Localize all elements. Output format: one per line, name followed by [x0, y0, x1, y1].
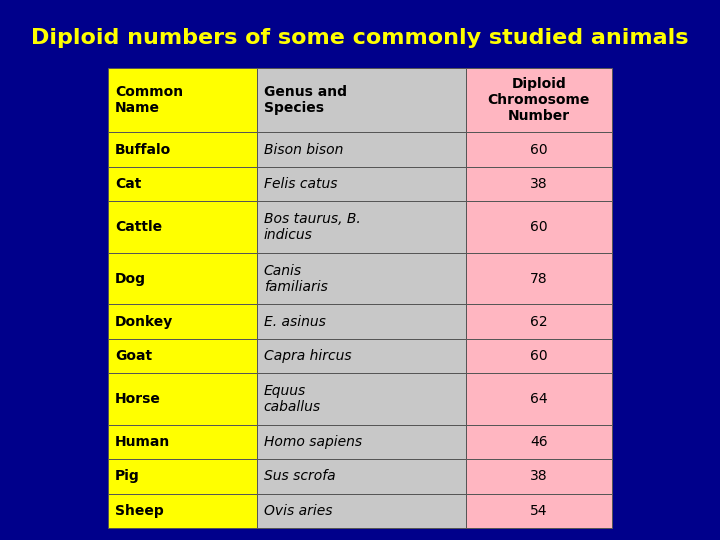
FancyBboxPatch shape [108, 68, 256, 132]
Text: 78: 78 [530, 272, 548, 286]
FancyBboxPatch shape [108, 167, 256, 201]
FancyBboxPatch shape [108, 459, 256, 494]
FancyBboxPatch shape [466, 68, 612, 132]
FancyBboxPatch shape [466, 132, 612, 167]
FancyBboxPatch shape [256, 68, 466, 132]
FancyBboxPatch shape [256, 305, 466, 339]
Text: 46: 46 [530, 435, 548, 449]
FancyBboxPatch shape [466, 339, 612, 373]
Text: Pig: Pig [115, 469, 140, 483]
Text: Donkey: Donkey [115, 315, 174, 329]
FancyBboxPatch shape [256, 201, 466, 253]
FancyBboxPatch shape [108, 132, 256, 167]
Text: Sus scrofa: Sus scrofa [264, 469, 336, 483]
FancyBboxPatch shape [466, 167, 612, 201]
Text: Bos taurus, B.
indicus: Bos taurus, B. indicus [264, 212, 361, 242]
FancyBboxPatch shape [466, 201, 612, 253]
FancyBboxPatch shape [256, 167, 466, 201]
Text: Bison bison: Bison bison [264, 143, 343, 157]
FancyBboxPatch shape [466, 459, 612, 494]
Text: Genus and
Species: Genus and Species [264, 85, 346, 116]
FancyBboxPatch shape [256, 253, 466, 305]
Text: Horse: Horse [115, 392, 161, 406]
Text: 38: 38 [530, 177, 548, 191]
Text: Dog: Dog [115, 272, 146, 286]
FancyBboxPatch shape [256, 373, 466, 425]
FancyBboxPatch shape [108, 339, 256, 373]
Text: Cat: Cat [115, 177, 141, 191]
FancyBboxPatch shape [108, 494, 256, 528]
Text: Capra hircus: Capra hircus [264, 349, 351, 363]
Text: 60: 60 [530, 349, 548, 363]
Text: Goat: Goat [115, 349, 152, 363]
Text: Sheep: Sheep [115, 504, 163, 518]
Text: Diploid numbers of some commonly studied animals: Diploid numbers of some commonly studied… [31, 28, 689, 48]
FancyBboxPatch shape [108, 253, 256, 305]
FancyBboxPatch shape [256, 132, 466, 167]
Text: E. asinus: E. asinus [264, 315, 325, 329]
FancyBboxPatch shape [466, 253, 612, 305]
Text: 54: 54 [530, 504, 548, 518]
FancyBboxPatch shape [466, 305, 612, 339]
Text: Equus
caballus: Equus caballus [264, 384, 321, 414]
FancyBboxPatch shape [256, 339, 466, 373]
FancyBboxPatch shape [466, 425, 612, 459]
FancyBboxPatch shape [108, 305, 256, 339]
Text: Buffalo: Buffalo [115, 143, 171, 157]
Text: Homo sapiens: Homo sapiens [264, 435, 362, 449]
Text: Cattle: Cattle [115, 220, 162, 234]
FancyBboxPatch shape [108, 425, 256, 459]
FancyBboxPatch shape [256, 459, 466, 494]
FancyBboxPatch shape [466, 373, 612, 425]
Text: Ovis aries: Ovis aries [264, 504, 332, 518]
Text: Human: Human [115, 435, 170, 449]
FancyBboxPatch shape [108, 373, 256, 425]
Text: 38: 38 [530, 469, 548, 483]
Text: Canis
familiaris: Canis familiaris [264, 264, 328, 294]
Text: 62: 62 [530, 315, 548, 329]
FancyBboxPatch shape [256, 494, 466, 528]
FancyBboxPatch shape [108, 201, 256, 253]
FancyBboxPatch shape [256, 425, 466, 459]
Text: 64: 64 [530, 392, 548, 406]
Text: 60: 60 [530, 143, 548, 157]
Text: Diploid
Chromosome
Number: Diploid Chromosome Number [487, 77, 590, 124]
Text: Felis catus: Felis catus [264, 177, 337, 191]
Text: 60: 60 [530, 220, 548, 234]
Text: Common
Name: Common Name [115, 85, 183, 116]
FancyBboxPatch shape [466, 494, 612, 528]
